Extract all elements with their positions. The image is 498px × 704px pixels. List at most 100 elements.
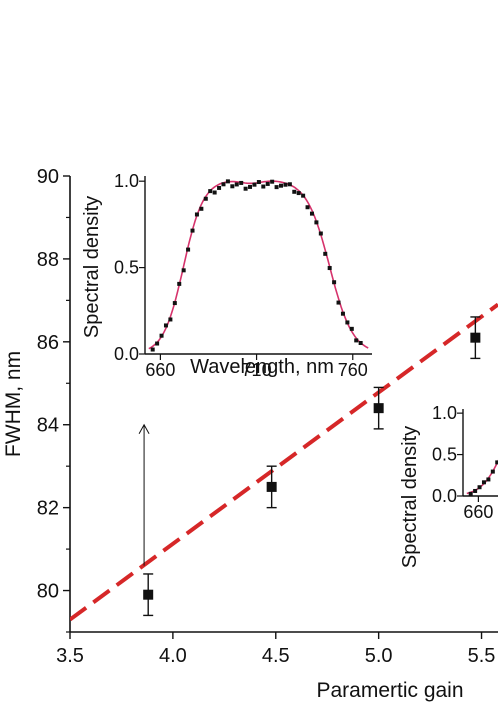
inset-top-left: 660 710 760 0.0 0.5 1.0 Wavelength, nm Spect… xyxy=(81,171,372,380)
inset-data-point xyxy=(336,300,341,305)
inset-data-point xyxy=(163,323,168,328)
inset-data-point xyxy=(243,186,248,191)
inset1-y-label: Spectral density xyxy=(81,196,103,338)
inset-data-point xyxy=(261,184,266,189)
inset-y-tick-label: 0.5 xyxy=(114,258,139,278)
inset-y-tick-label: 0.5 xyxy=(432,445,457,465)
inset-data-point xyxy=(490,469,495,474)
inset-data-point xyxy=(296,191,301,196)
inset-data-point xyxy=(314,220,319,225)
main-x-tick-label: 5.0 xyxy=(365,645,393,667)
inset2-x-ticks: 660 xyxy=(463,496,493,522)
inset1-fit-curve xyxy=(148,180,369,350)
inset-data-point xyxy=(481,480,486,485)
main-plot: 3.5 4.0 4.5 5.0 5.5 80 82 84 86 88 90 Paramertic … xyxy=(2,166,498,702)
inset-data-point xyxy=(279,183,284,188)
main-x-tick-label: 4.0 xyxy=(159,645,187,667)
inset-data-point xyxy=(217,185,222,190)
inset-x-tick-label: 660 xyxy=(463,502,493,522)
inset-data-point xyxy=(221,182,226,187)
main-y-ticks: 80 82 84 86 88 90 xyxy=(37,166,70,633)
inset-data-point xyxy=(186,247,191,252)
inset-data-point xyxy=(323,251,328,256)
main-x-tick-label: 3.5 xyxy=(56,645,84,667)
inset1-x-label: Wavelength, nm xyxy=(190,356,334,378)
inset-x-tick-label: 660 xyxy=(145,360,175,380)
inset-data-point xyxy=(252,182,257,187)
main-data-point xyxy=(470,332,481,343)
inset-data-point xyxy=(292,189,297,194)
inset-data-point xyxy=(230,184,235,189)
inset-data-point xyxy=(270,179,275,184)
main-y-label: FWHM, nm xyxy=(2,351,25,457)
inset-data-point xyxy=(194,212,199,217)
inset-y-tick-label: 0.0 xyxy=(114,344,139,364)
inset-data-point xyxy=(265,181,270,186)
main-x-tick-label: 4.5 xyxy=(262,645,290,667)
inset1-x-ticks: 660 710 760 xyxy=(145,354,368,380)
inset-data-point xyxy=(327,266,332,271)
main-y-tick-label: 84 xyxy=(37,415,59,437)
inset-data-point xyxy=(358,341,363,346)
inset-data-point xyxy=(318,231,323,236)
main-points xyxy=(143,316,481,617)
inset-data-point xyxy=(199,206,204,211)
inset-data-point xyxy=(473,488,478,493)
main-y-tick-label: 88 xyxy=(37,249,59,271)
inset-data-point xyxy=(354,338,359,343)
inset-data-point xyxy=(468,491,473,496)
increase-arrow xyxy=(138,423,150,566)
inset2-points xyxy=(468,460,498,496)
inset-data-point xyxy=(159,333,164,338)
main-data-point xyxy=(143,589,154,600)
main-y-tick-label: 80 xyxy=(37,581,59,603)
inset-data-point xyxy=(172,301,177,306)
inset-data-point xyxy=(495,460,498,465)
inset-data-point xyxy=(168,317,173,322)
inset-data-point xyxy=(212,190,217,195)
inset-x-tick-label: 760 xyxy=(338,360,368,380)
main-y-tick-label: 90 xyxy=(37,166,59,188)
inset-data-point xyxy=(287,182,292,187)
inset-data-point xyxy=(477,485,482,490)
main-x-ticks: 3.5 4.0 4.5 5.0 5.5 xyxy=(56,632,495,667)
inset-data-point xyxy=(340,311,345,316)
main-x-label: Paramertic gain xyxy=(316,679,463,702)
inset-data-point xyxy=(274,185,279,190)
inset-data-point xyxy=(332,280,337,285)
inset-bottom-right: 660 0.0 0.5 1.0 Spectral density xyxy=(399,403,498,568)
inset-data-point xyxy=(349,326,354,331)
inset-data-point xyxy=(345,320,350,325)
inset-data-point xyxy=(208,189,213,194)
inset-data-point xyxy=(155,341,160,346)
inset-data-point xyxy=(225,179,230,184)
inset-data-point xyxy=(177,281,182,286)
inset-data-point xyxy=(190,228,195,233)
main-data-point xyxy=(373,403,384,414)
inset-data-point xyxy=(150,347,155,352)
inset-data-point xyxy=(248,184,253,189)
inset-data-point xyxy=(256,180,261,185)
inset2-y-label: Spectral density xyxy=(399,426,421,568)
inset-data-point xyxy=(283,182,288,187)
inset-y-tick-label: 0.0 xyxy=(432,486,457,506)
inset2-y-ticks: 0.0 0.5 1.0 xyxy=(432,403,463,506)
inset-data-point xyxy=(239,180,244,185)
inset-data-point xyxy=(234,182,239,187)
main-x-tick-label: 5.5 xyxy=(468,645,496,667)
inset-y-tick-label: 1.0 xyxy=(114,171,139,191)
inset-data-point xyxy=(305,205,310,210)
inset-data-point xyxy=(301,193,306,198)
inset-data-point xyxy=(181,268,186,273)
inset-data-point xyxy=(203,196,208,201)
main-data-point xyxy=(266,481,277,492)
inset1-y-ticks: 0.0 0.5 1.0 xyxy=(114,171,145,364)
inset-x-tick-label: 710 xyxy=(242,360,272,380)
fit-line xyxy=(70,302,498,622)
inset-data-point xyxy=(309,211,314,216)
inset-y-tick-label: 1.0 xyxy=(432,403,457,423)
main-y-tick-label: 82 xyxy=(37,498,59,520)
inset1-points xyxy=(150,179,363,352)
main-y-tick-label: 86 xyxy=(37,332,59,354)
